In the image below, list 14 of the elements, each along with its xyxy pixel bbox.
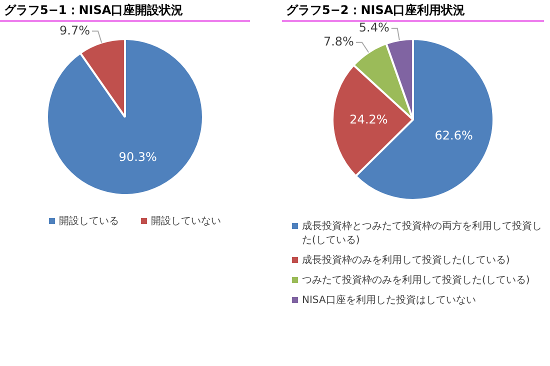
legend-label: 成長投資枠とつみたて投資枠の両方を利用して投資した(している) [302,220,542,247]
data-label: 90.3% [118,150,157,164]
chart-title: グラフ5−2：NISA口座利用状況 [282,0,544,22]
legend-label: NISA口座を利用した投資はしていない [302,294,476,307]
data-label: 9.7% [59,23,90,38]
chart-title: グラフ5−1：NISA口座開設状況 [0,0,250,22]
legend-label: つみたて投資枠のみを利用して投資した(している) [302,274,530,287]
data-label: 7.8% [323,34,354,48]
legend-label: 開設していない [151,214,221,228]
legend-label: 成長投資枠のみを利用して投資した(している) [302,254,510,267]
data-label: 62.6% [434,128,473,143]
data-label: 24.2% [350,112,388,126]
data-label: 5.4% [358,20,390,34]
legend-label: 開設している [59,214,119,228]
